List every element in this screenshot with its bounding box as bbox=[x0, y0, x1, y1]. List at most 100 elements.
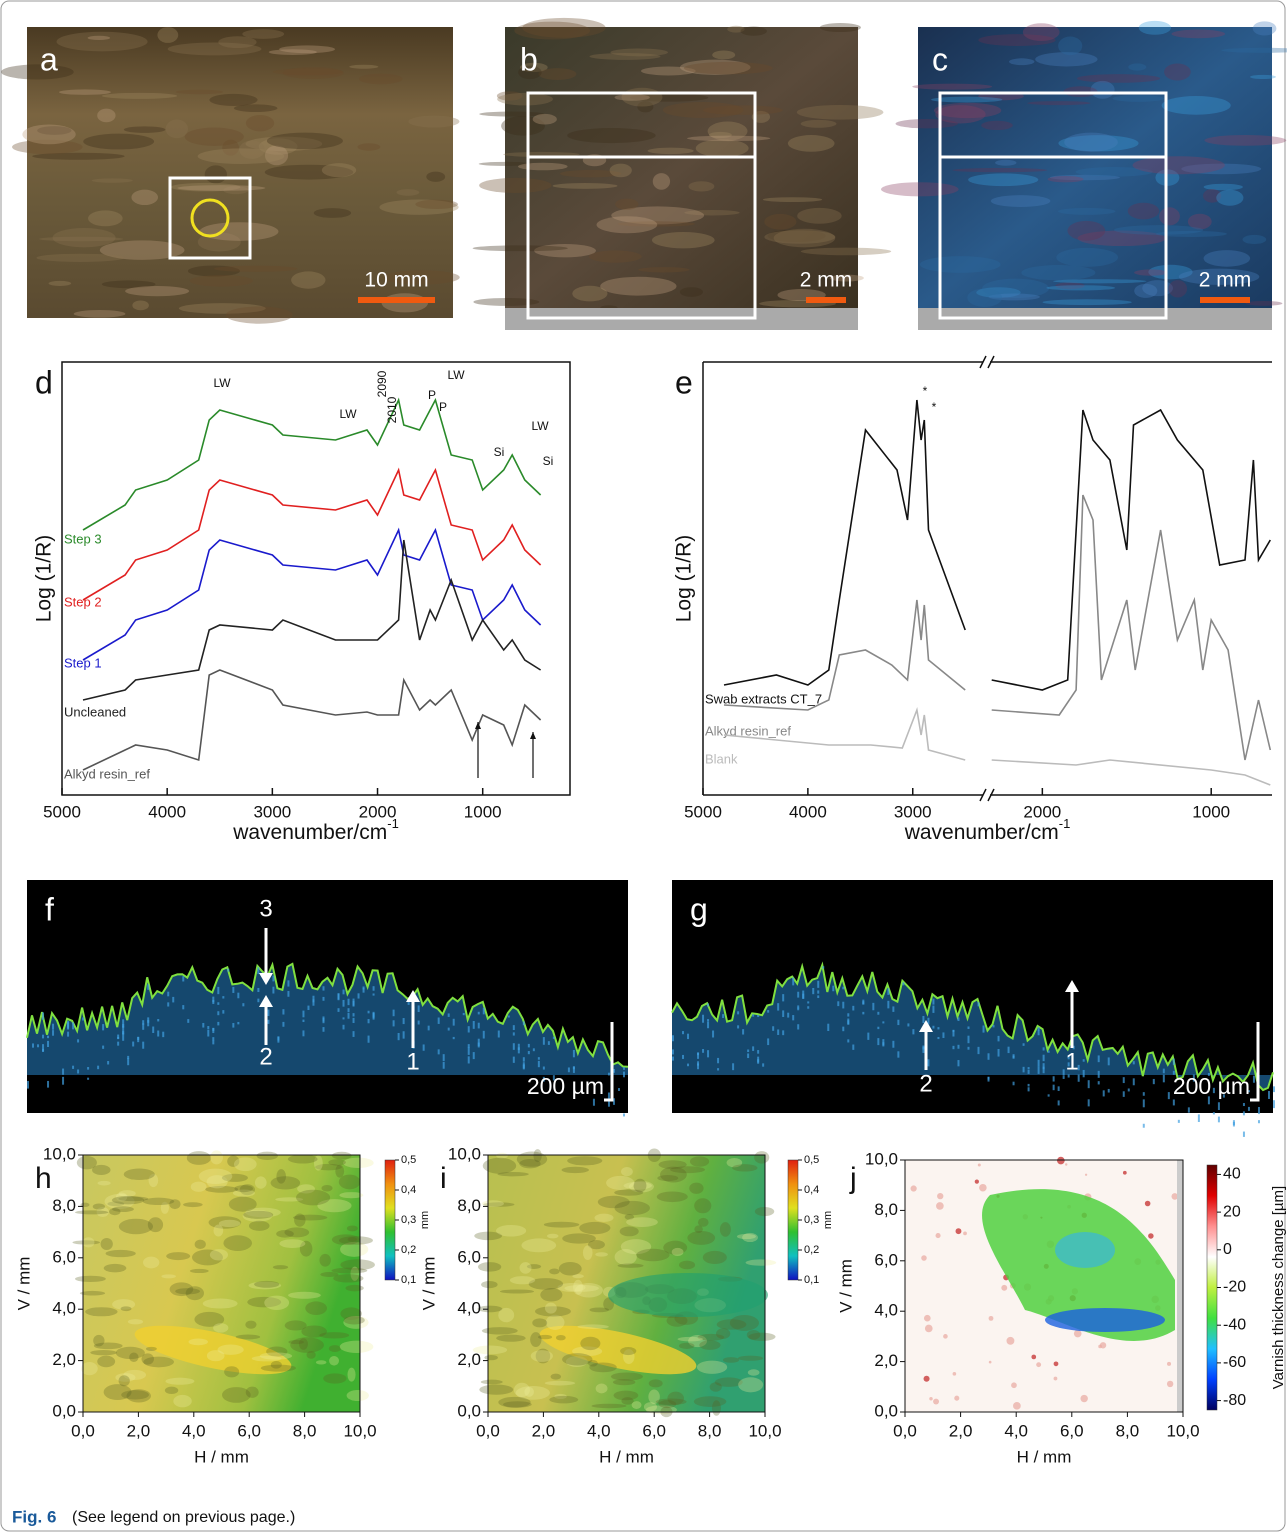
photo-texture bbox=[1047, 176, 1084, 183]
panel-label: i bbox=[440, 1162, 447, 1195]
oct-speckle bbox=[952, 1029, 955, 1037]
thickness-map-texture bbox=[936, 1202, 944, 1210]
height-map-texture bbox=[655, 1398, 687, 1406]
height-map-loss bbox=[608, 1273, 768, 1317]
thickness-map-texture bbox=[952, 1372, 957, 1376]
colorbar-tick-label: 0,1 bbox=[804, 1274, 819, 1286]
photo-texture bbox=[99, 240, 185, 260]
photo-texture bbox=[683, 61, 773, 75]
x-axis-label: wavenumber/cm-1 bbox=[904, 816, 1071, 843]
photo-texture bbox=[1067, 220, 1106, 241]
height-map-texture bbox=[565, 1356, 588, 1367]
oct-speckle bbox=[807, 1001, 810, 1004]
oct-speckle bbox=[997, 1049, 1000, 1057]
panel-label: e bbox=[675, 364, 693, 400]
height-map-texture bbox=[213, 1323, 229, 1333]
height-map-texture bbox=[621, 1397, 634, 1405]
oct-speckle bbox=[87, 1067, 90, 1070]
oct-speckle bbox=[402, 1018, 405, 1025]
oct-speckle bbox=[977, 1002, 980, 1007]
height-map-texture bbox=[716, 1319, 747, 1330]
height-map-texture bbox=[621, 1167, 633, 1177]
oct-speckle bbox=[1142, 1099, 1145, 1108]
photo-texture bbox=[912, 83, 993, 90]
height-map-texture bbox=[115, 1373, 136, 1382]
height-map-texture bbox=[689, 1156, 710, 1167]
oct-speckle bbox=[572, 1049, 575, 1058]
photo-texture bbox=[829, 274, 864, 282]
height-map-texture bbox=[198, 1168, 233, 1184]
thickness-map-texture bbox=[1053, 1376, 1058, 1381]
oct-speckle bbox=[817, 980, 820, 988]
oct-speckle bbox=[1197, 1114, 1200, 1122]
oct-speckle bbox=[512, 1056, 515, 1063]
oct-speckle bbox=[1247, 1090, 1250, 1093]
thickness-map-texture bbox=[1036, 1362, 1042, 1368]
oct-speckle bbox=[737, 1025, 740, 1029]
oct-scale-label: 200 µm bbox=[1173, 1073, 1250, 1099]
height-map-texture bbox=[561, 1166, 589, 1174]
photo-texture bbox=[800, 247, 892, 256]
photo-texture bbox=[1203, 250, 1251, 267]
photo-texture bbox=[647, 147, 694, 155]
height-map-texture bbox=[227, 1155, 240, 1167]
x-axis-label-sup: -1 bbox=[387, 816, 399, 831]
oct-speckle bbox=[612, 1098, 615, 1105]
oct-speckle bbox=[312, 995, 315, 1003]
thickness-map-texture bbox=[923, 1375, 930, 1382]
series-label: Step 3 bbox=[64, 531, 102, 546]
photo-texture bbox=[1245, 300, 1283, 306]
oct-speckle bbox=[532, 1048, 535, 1052]
oct-speckle bbox=[1042, 1054, 1045, 1062]
height-map-texture bbox=[297, 1184, 315, 1194]
oct-speckle bbox=[782, 1010, 785, 1018]
oct-speckle bbox=[877, 1026, 880, 1030]
oct-speckle bbox=[62, 1068, 65, 1075]
height-map-texture bbox=[503, 1401, 532, 1408]
photo-texture bbox=[88, 210, 123, 227]
oct-speckle bbox=[1022, 1043, 1025, 1046]
oct-speckle bbox=[967, 1046, 970, 1050]
oct-speckle bbox=[462, 1012, 465, 1016]
oct-speckle bbox=[472, 1052, 475, 1060]
oct-speckle bbox=[697, 1052, 700, 1059]
photo-texture bbox=[762, 197, 823, 203]
colorbar-tick-label: 40 bbox=[1223, 1166, 1241, 1183]
height-map-texture bbox=[320, 1272, 339, 1278]
oct-speckle bbox=[102, 1045, 105, 1049]
x-tick-label: 3000 bbox=[894, 802, 932, 821]
photo-texture bbox=[1252, 21, 1277, 36]
oct-speckle bbox=[62, 1076, 65, 1085]
oct-speckle bbox=[77, 1039, 80, 1043]
photo-texture bbox=[268, 49, 317, 56]
photo-texture bbox=[600, 276, 677, 296]
height-map-texture bbox=[321, 1184, 333, 1192]
height-map-texture bbox=[81, 1362, 98, 1376]
height-map-texture bbox=[623, 1349, 635, 1365]
height-map-texture bbox=[737, 1355, 764, 1361]
photo-texture bbox=[1064, 132, 1118, 152]
height-map-texture bbox=[275, 1197, 304, 1202]
colorbar-tick-label: 20 bbox=[1223, 1203, 1241, 1220]
height-map-texture bbox=[742, 1232, 758, 1243]
height-map-texture bbox=[555, 1335, 566, 1341]
height-map-texture bbox=[245, 1207, 281, 1218]
photo-texture bbox=[1042, 299, 1132, 306]
photo-texture bbox=[1171, 29, 1226, 39]
photo-texture bbox=[538, 68, 577, 80]
thickness-map-texture bbox=[943, 1334, 948, 1339]
thickness-map-texture bbox=[921, 1255, 927, 1261]
oct-speckle bbox=[867, 1032, 870, 1040]
oct-speckle bbox=[1257, 1120, 1260, 1124]
oct-speckle bbox=[617, 1088, 620, 1091]
oct-speckle bbox=[782, 994, 785, 1002]
roi-circle bbox=[190, 198, 230, 238]
oct-speckle bbox=[1217, 1116, 1220, 1123]
x-tick-label: 10,0 bbox=[343, 1421, 376, 1440]
oct-speckle bbox=[682, 1054, 685, 1059]
oct-speckle bbox=[137, 1037, 140, 1040]
thickness-map-texture bbox=[1148, 1233, 1154, 1239]
height-map-texture bbox=[272, 1265, 289, 1270]
oct-speckle bbox=[1072, 1045, 1075, 1050]
